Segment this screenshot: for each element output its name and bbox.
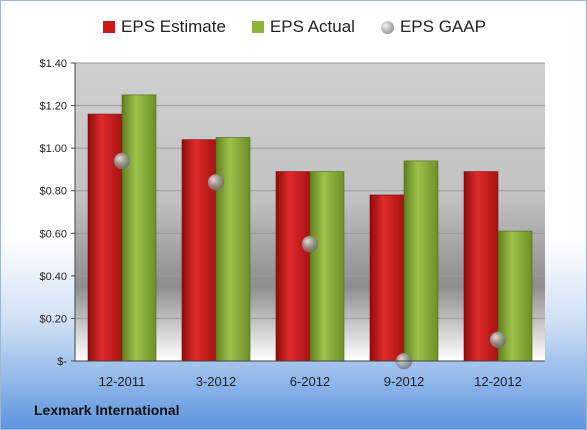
bar-eps-actual <box>121 94 157 362</box>
legend-swatch-gaap <box>380 20 394 34</box>
x-tick-label: 3-2012 <box>196 374 236 389</box>
legend-item-gaap: EPS GAAP <box>380 17 486 37</box>
bar-eps-actual <box>215 137 251 362</box>
bar-eps-estimate <box>181 139 217 362</box>
y-tick-label: $0.60 <box>39 228 67 240</box>
y-tick-label: $0.20 <box>39 313 67 325</box>
bar-eps-actual <box>309 171 345 362</box>
y-tick-label: $- <box>57 356 67 368</box>
bar-eps-estimate <box>463 171 499 362</box>
bar-eps-estimate <box>87 113 123 362</box>
legend-swatch-actual <box>251 21 264 33</box>
company-name: Lexmark International <box>34 402 180 418</box>
legend-label-actual: EPS Actual <box>269 17 355 36</box>
y-tick-label: $1.40 <box>39 58 67 70</box>
x-tick-label: 12-2012 <box>474 374 522 389</box>
x-tick-label: 6-2012 <box>290 374 330 389</box>
legend-label-estimate: EPS Estimate <box>121 17 226 36</box>
legend-label-gaap: EPS GAAP <box>399 17 486 36</box>
y-tick-label: $0.80 <box>39 186 67 198</box>
point-eps-gaap <box>113 152 131 170</box>
y-tick-label: $1.20 <box>39 101 67 113</box>
legend-item-estimate: EPS Estimate <box>103 17 226 37</box>
x-tick-label: 9-2012 <box>384 374 424 389</box>
point-eps-gaap <box>301 235 319 253</box>
point-eps-gaap <box>207 173 225 191</box>
point-eps-gaap <box>489 331 507 348</box>
y-tick-label: $0.40 <box>39 271 67 283</box>
y-tick-label: $1.00 <box>39 143 67 155</box>
x-tick-label: 12-2011 <box>99 374 146 389</box>
legend: EPS Estimate EPS Actual EPS GAAP <box>1 17 586 37</box>
bar-eps-estimate <box>275 171 311 362</box>
bar-eps-estimate <box>369 194 405 362</box>
legend-item-actual: EPS Actual <box>251 17 355 37</box>
legend-swatch-estimate <box>103 21 116 33</box>
bar-eps-actual <box>403 160 439 362</box>
